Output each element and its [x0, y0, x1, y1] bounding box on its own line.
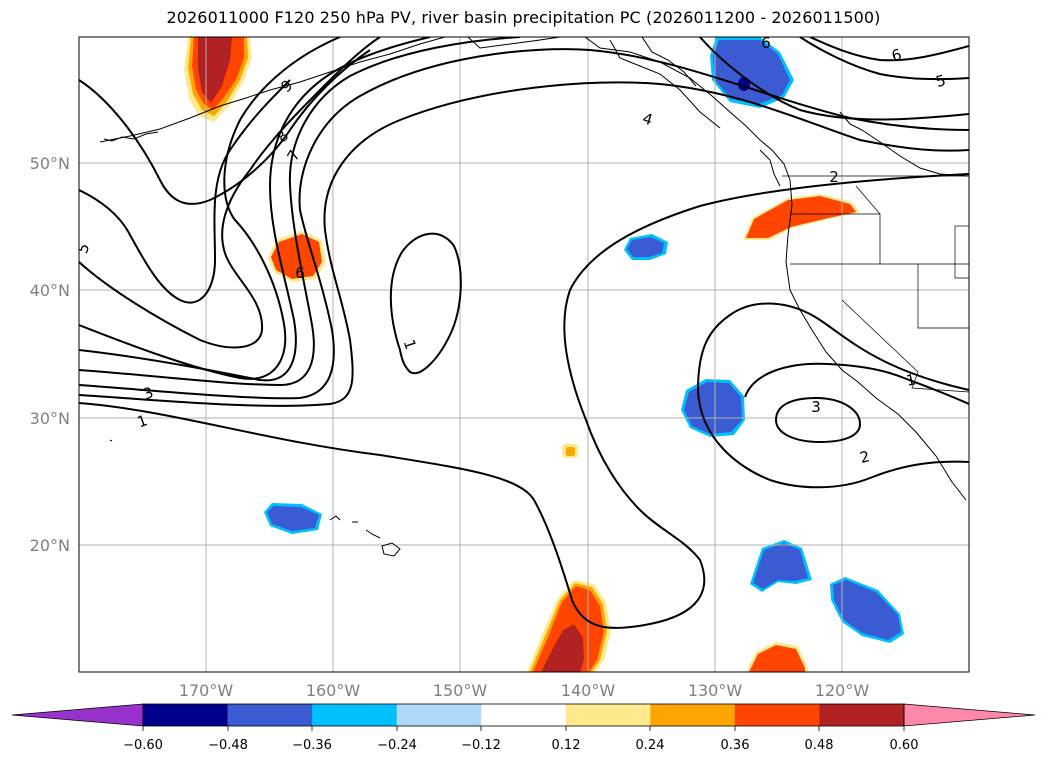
pos-anomaly-oregon [743, 194, 860, 240]
lat-label: 20°N [30, 536, 70, 555]
colorbar-extend-high [903, 703, 1036, 727]
colorbar-tick-label: 0.48 [805, 738, 834, 753]
neg-anomaly-gulf-alaska [710, 37, 794, 108]
lat-label: 40°N [30, 281, 70, 300]
map-frame [78, 36, 970, 673]
pv-contour-4 [79, 37, 521, 387]
colorbar-segment [227, 704, 313, 726]
pv-contour-2 [79, 81, 969, 407]
lon-labels: 170°W 160°W 150°W 140°W 130°W 120°W [179, 681, 870, 700]
pv-contour-3-closed [774, 396, 862, 444]
pv-contour-2-east [696, 302, 969, 489]
colorbar-segment [312, 704, 398, 726]
pv-label: 2 [829, 168, 839, 186]
pv-contour-1 [79, 173, 969, 630]
colorbar-tick-label: −0.36 [292, 738, 332, 753]
colorbar-segment [650, 704, 736, 726]
lon-label: 120°W [815, 681, 870, 700]
pv-contour-9 [79, 49, 371, 205]
colorbar-segment [396, 704, 482, 726]
pos-anomaly-small-141w [562, 444, 578, 458]
pv-contour-8 [79, 79, 291, 304]
map-area: 1 1 1 2 2 3 3 4 5 5 6 6 6 7 8 9 [79, 34, 969, 672]
coastlines [99, 37, 969, 557]
pv-contour-5 [79, 37, 431, 382]
colorbar-tick-label: −0.48 [208, 738, 248, 753]
neg-anomaly-125w [750, 540, 812, 592]
lon-label: 150°W [433, 681, 488, 700]
lon-label: 170°W [179, 681, 234, 700]
colorbar-tick-label: −0.24 [377, 738, 417, 753]
pv-contour-3 [79, 48, 969, 400]
colorbar-segment [819, 704, 905, 726]
pv-label: 3 [811, 398, 821, 416]
pv-contour-6-east [809, 37, 969, 62]
map-background [79, 37, 969, 672]
pv-label: 1 [904, 370, 917, 390]
chart-title: 2026011000 F120 250 hPa PV, river basin … [166, 8, 881, 27]
colorbar-segment [481, 704, 567, 726]
pv-contour-1-closed [389, 232, 462, 375]
pv-contour-7 [79, 37, 381, 349]
pv-contour-1-east [744, 362, 969, 405]
colorbar-extend-low [11, 703, 144, 727]
colorbar-segment [143, 704, 229, 726]
colorbar-segment [565, 704, 651, 726]
pos-anomaly-south-125w [746, 642, 808, 672]
colorbar-tick-label: 0.24 [636, 738, 665, 753]
lat-label: 50°N [30, 154, 70, 173]
colorbar: −0.60 −0.48 −0.36 −0.24 −0.12 0.12 0.24 … [11, 703, 1036, 753]
lat-labels: 50°N 40°N 30°N 20°N [30, 154, 70, 555]
pv-label: 6 [761, 34, 771, 52]
pv-label: 6 [295, 264, 305, 282]
lon-label: 160°W [306, 681, 361, 700]
colorbar-segment [734, 704, 820, 726]
pv-label: 5 [934, 71, 948, 91]
colorbar-tick-label: 0.36 [721, 738, 750, 753]
lon-label: 130°W [688, 681, 743, 700]
colorbar-tick-marks [142, 726, 905, 731]
pv-contour-4-east [699, 37, 969, 121]
neg-anomaly-136w [624, 234, 668, 260]
lon-label: 140°W [561, 681, 616, 700]
colorbar-tick-label: −0.60 [123, 738, 163, 753]
pv-contours [79, 37, 969, 630]
colorbar-frame [142, 703, 905, 727]
colorbar-tick-label: 0.12 [552, 738, 581, 753]
neg-anomaly-164w [264, 503, 322, 534]
colorbar-tick-label: 0.60 [890, 738, 919, 753]
lat-label: 30°N [30, 409, 70, 428]
pv-contour-5-east [799, 37, 969, 81]
pv-contour-6 [79, 37, 341, 380]
pv-label: 2 [858, 447, 872, 467]
colorbar-tick-label: −0.12 [461, 738, 501, 753]
pv-label: 6 [890, 45, 904, 65]
neg-anomaly-118w [830, 577, 904, 643]
